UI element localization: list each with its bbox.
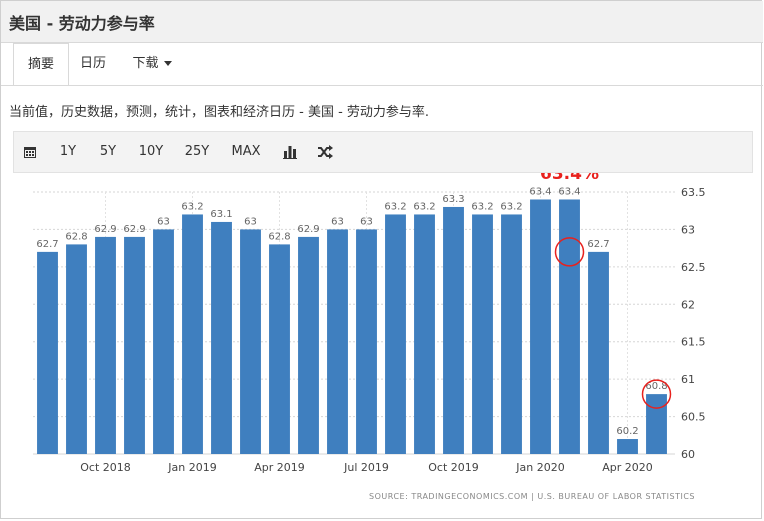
bar-value-label: 62.7 bbox=[36, 239, 58, 250]
bar bbox=[182, 214, 203, 454]
tab-summary[interactable]: 摘要 bbox=[13, 43, 69, 86]
y-tick-label: 62 bbox=[681, 298, 695, 311]
bar bbox=[240, 229, 261, 454]
bar-value-label: 62.9 bbox=[297, 224, 319, 235]
bar-value-label: 63.1 bbox=[210, 209, 232, 220]
bar-value-label: 63.4 bbox=[529, 186, 551, 197]
page-title: 美国 - 劳动力参与率 bbox=[9, 14, 155, 33]
bar-chart-icon[interactable] bbox=[280, 132, 300, 172]
x-tick-label: Oct 2018 bbox=[80, 461, 131, 474]
bar-value-label: 63.2 bbox=[500, 201, 522, 212]
range-5y-button[interactable]: 5Y bbox=[99, 144, 117, 159]
y-tick-label: 60.5 bbox=[681, 411, 706, 424]
bar bbox=[472, 214, 493, 454]
chart-toolbar: 1Y 5Y 10Y 25Y MAX bbox=[13, 131, 753, 173]
bar bbox=[269, 244, 290, 454]
tab-download[interactable]: 下载 bbox=[125, 43, 179, 85]
bar-value-label: 60.2 bbox=[616, 426, 638, 437]
bar-value-label: 63.3 bbox=[442, 194, 464, 205]
bar bbox=[37, 251, 58, 454]
tab-download-label: 下载 bbox=[132, 56, 159, 71]
y-tick-label: 63 bbox=[681, 223, 695, 236]
bar bbox=[298, 236, 319, 454]
bar bbox=[588, 251, 609, 454]
bar bbox=[95, 236, 116, 454]
bar-value-label: 62.8 bbox=[65, 231, 87, 242]
chart-area: 63.5 63 62.5 62 61.5 61 60.5 60 62.7 62.8 62.9 62.9… bbox=[13, 164, 753, 513]
x-tick-label: Apr 2020 bbox=[602, 461, 653, 474]
annotation-label: 63.4% bbox=[540, 173, 599, 184]
title-bar: 美国 - 劳动力参与率 bbox=[1, 1, 763, 43]
bar-value-label: 63 bbox=[244, 216, 257, 227]
x-tick-label: Apr 2019 bbox=[254, 461, 305, 474]
bar bbox=[414, 214, 435, 454]
bar-value-label: 63.2 bbox=[181, 201, 203, 212]
bar bbox=[646, 394, 667, 454]
y-tick-label: 60 bbox=[681, 448, 695, 461]
bar bbox=[617, 439, 638, 454]
tab-calendar[interactable]: 日历 bbox=[79, 56, 106, 71]
bar bbox=[559, 199, 580, 454]
shuffle-icon[interactable] bbox=[314, 132, 336, 172]
bar bbox=[153, 229, 174, 454]
bar bbox=[124, 236, 145, 454]
x-tick-label: Jan 2020 bbox=[515, 461, 564, 474]
chevron-down-icon bbox=[163, 61, 172, 66]
tab-bar: 摘要 日历 下载 bbox=[1, 43, 763, 86]
bar-value-label: 63 bbox=[331, 216, 344, 227]
bar-value-label: 62.8 bbox=[268, 231, 290, 242]
highlight-circle bbox=[554, 237, 585, 267]
y-tick-label: 61 bbox=[681, 373, 695, 386]
bar-value-label: 62.9 bbox=[123, 224, 145, 235]
bar bbox=[530, 199, 551, 454]
page-description: 当前值，历史数据，预测，统计，图表和经济日历 - 美国 - 劳动力参与率. bbox=[9, 105, 430, 120]
bar bbox=[356, 229, 377, 454]
y-tick-label: 63.5 bbox=[681, 186, 706, 199]
bar-value-label: 63 bbox=[360, 216, 373, 227]
range-1y-button[interactable]: 1Y bbox=[59, 144, 77, 159]
source-note: SOURCE: TRADINGECONOMICS.COM | U.S. BURE… bbox=[369, 492, 695, 501]
range-25y-button[interactable]: 25Y bbox=[184, 144, 210, 159]
tab-divider bbox=[1, 85, 763, 86]
x-tick-label: Oct 2019 bbox=[428, 461, 479, 474]
bar bbox=[385, 214, 406, 454]
range-10y-button[interactable]: 10Y bbox=[138, 144, 164, 159]
bar bbox=[327, 229, 348, 454]
y-tick-label: 62.5 bbox=[681, 261, 706, 274]
bar-value-label: 63.2 bbox=[471, 201, 493, 212]
bar-value-label: 60.8 bbox=[645, 381, 667, 392]
x-tick-label: Jul 2019 bbox=[343, 461, 389, 474]
calendar-icon[interactable] bbox=[20, 132, 40, 172]
bar bbox=[501, 214, 522, 454]
bar-value-label: 63.4 bbox=[558, 186, 580, 197]
bar-chart: 63.5 63 62.5 62 61.5 61 60.5 60 62.7 62.8 62.9 62.9… bbox=[33, 164, 706, 501]
y-tick-label: 61.5 bbox=[681, 336, 706, 349]
x-tick-label: Jan 2019 bbox=[167, 461, 216, 474]
bar-value-label: 62.9 bbox=[94, 224, 116, 235]
bar-value-label: 63 bbox=[157, 216, 170, 227]
bar bbox=[66, 244, 87, 454]
bar-value-label: 63.2 bbox=[384, 201, 406, 212]
bar bbox=[211, 221, 232, 454]
bar bbox=[443, 206, 464, 454]
bar-value-label: 63.2 bbox=[413, 201, 435, 212]
highlight-circle bbox=[641, 379, 672, 409]
bar-value-label: 62.7 bbox=[587, 239, 609, 250]
range-max-button[interactable]: MAX bbox=[231, 144, 261, 159]
